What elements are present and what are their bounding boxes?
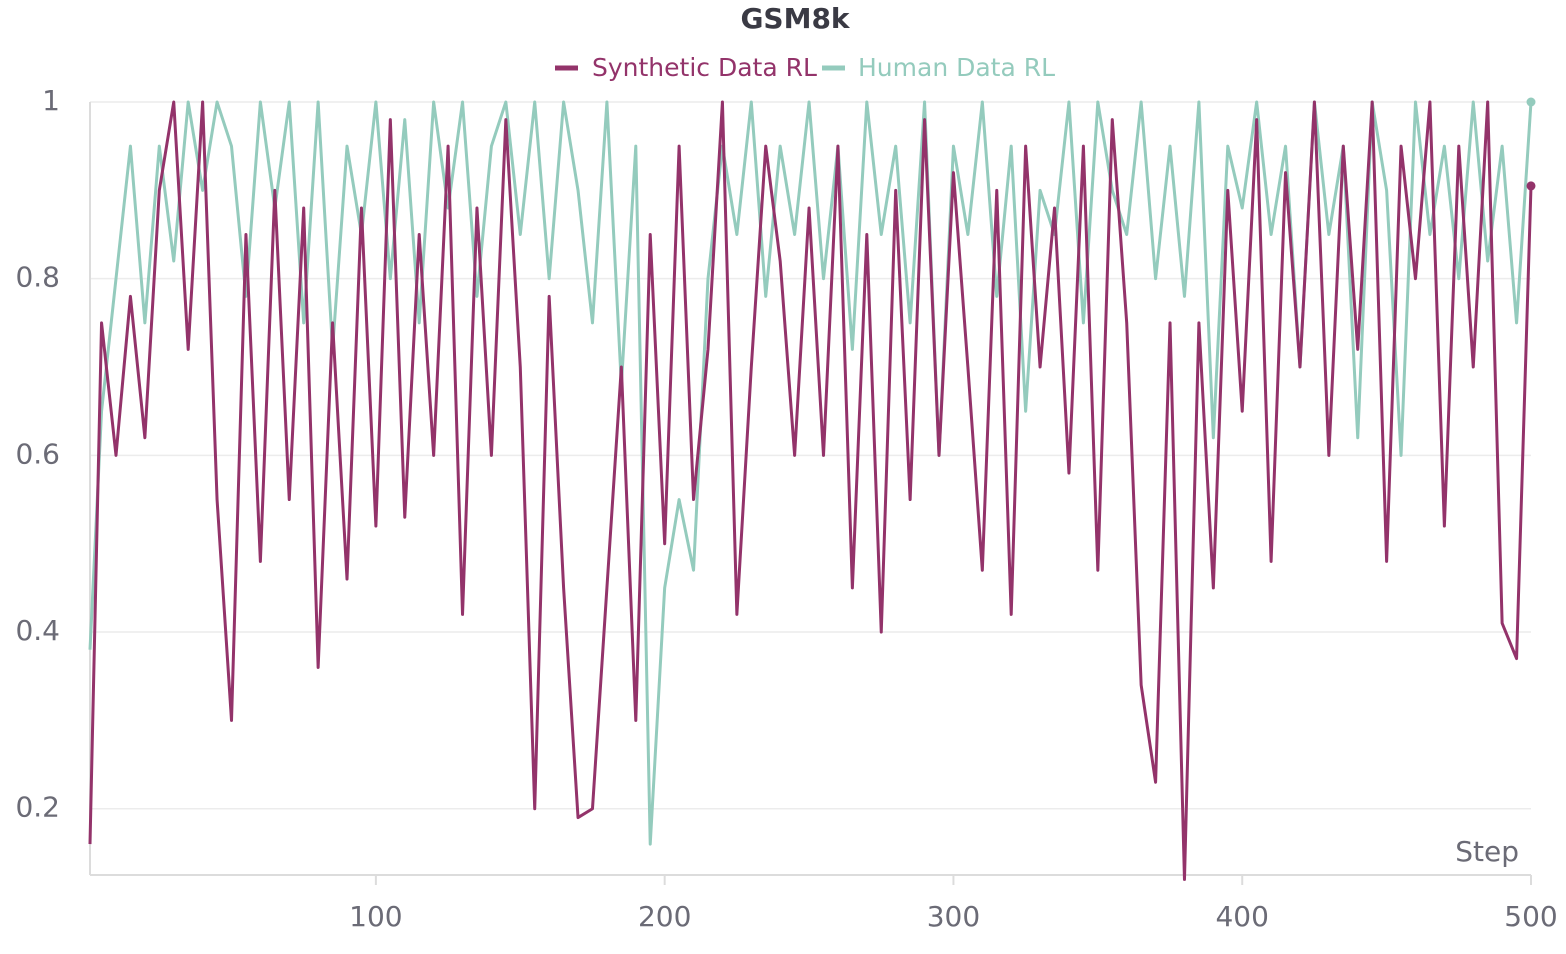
y-tick-label: 0.8 [15,261,60,294]
x-tick-label: 400 [1215,900,1268,933]
chart-title: GSM8k [740,2,850,35]
line-series [88,100,1533,881]
x-tick-label: 200 [638,900,691,933]
y-tick-label: 0.2 [15,791,60,824]
legend-label: Synthetic Data RL [592,53,817,82]
x-tick-label: 100 [349,900,402,933]
x-tick-label: 500 [1504,900,1557,933]
x-axis-label: Step [1455,835,1519,868]
y-tick-label: 0.4 [15,614,60,647]
end-point [1526,181,1536,191]
y-tick-label: 1 [42,84,60,117]
legend-label: Human Data RL [858,53,1055,82]
x-tick-label: 300 [927,900,980,933]
y-tick-label: 0.6 [15,437,60,470]
end-point [1526,97,1536,107]
